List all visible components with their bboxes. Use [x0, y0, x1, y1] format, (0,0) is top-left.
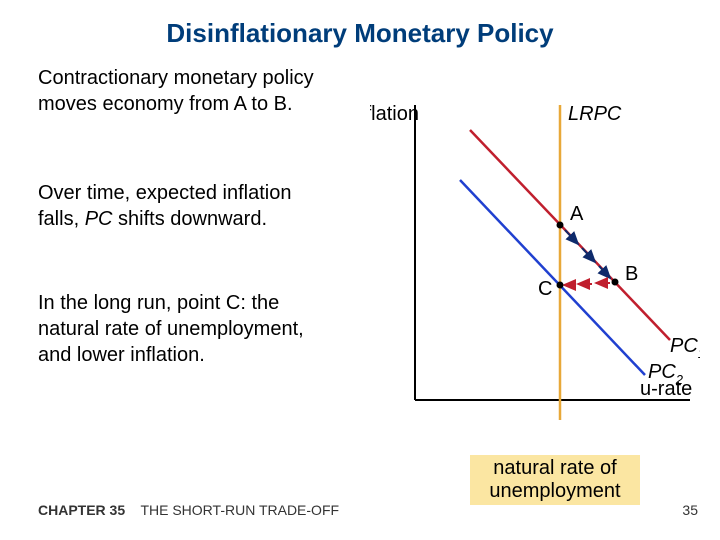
point-b-label: B — [625, 263, 638, 285]
chapter-title: THE SHORT-RUN TRADE-OFF — [140, 502, 339, 518]
chapter-number: CHAPTER 35 — [38, 502, 125, 518]
point-c-dot — [557, 282, 564, 289]
page-number: 35 — [682, 502, 698, 518]
chapter-footer: CHAPTER 35 THE SHORT-RUN TRADE-OFF — [38, 502, 339, 518]
arrow-a-to-b-2 — [582, 248, 595, 262]
paragraph-3: In the long run, point C: the natural ra… — [38, 290, 338, 368]
lrpc-label: LRPC — [568, 103, 622, 125]
arrow-a-to-b-3 — [599, 266, 610, 278]
point-c-label: C — [538, 278, 552, 300]
diagram-svg: inflation LRPC A B C u-rate PC1 PC2 — [370, 100, 700, 460]
phillips-curve-diagram: inflation LRPC A B C u-rate PC1 PC2 — [370, 100, 700, 460]
arrow-a-to-b-1 — [565, 230, 578, 244]
point-b-dot — [612, 279, 619, 286]
natural-rate-label: natural rate of unemployment — [470, 455, 640, 505]
paragraph-1: Contractionary monetary policy moves eco… — [38, 65, 338, 117]
paragraph-2-italic: PC — [85, 208, 113, 230]
point-a-dot — [557, 222, 564, 229]
pc2-line — [460, 180, 645, 375]
page-title: Disinflationary Monetary Policy — [0, 0, 720, 49]
y-axis-label: inflation — [370, 103, 419, 125]
point-a-label: A — [570, 203, 584, 225]
paragraph-2-post: shifts downward. — [112, 208, 267, 230]
pc1-label: PC1 — [670, 335, 700, 361]
paragraph-2: Over time, expected inflation falls, PC … — [38, 180, 338, 232]
